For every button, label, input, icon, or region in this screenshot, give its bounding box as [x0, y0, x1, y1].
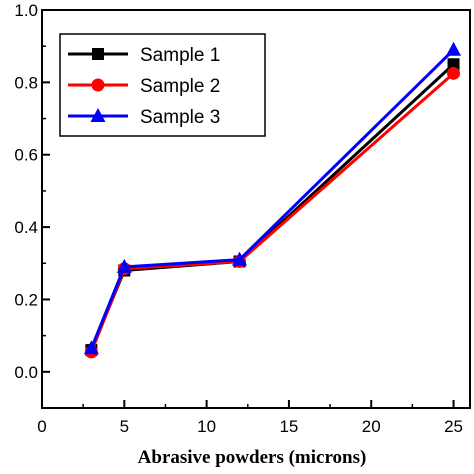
- y-tick-label: 0.0: [14, 363, 38, 382]
- y-tick-label: 0.4: [14, 218, 38, 237]
- data-point: [232, 251, 248, 266]
- legend-label: Sample 2: [140, 76, 220, 97]
- x-tick-label: 15: [279, 417, 298, 436]
- series-layer: [83, 41, 462, 359]
- x-tick-label: 25: [444, 417, 463, 436]
- y-axis: 0.0 0.2 0.4 0.6 0.8 1.0: [14, 1, 50, 382]
- legend-marker: [90, 108, 106, 122]
- legend: Sample 1 Sample 2 Sample 3: [59, 33, 266, 137]
- data-point: [83, 340, 99, 355]
- series-3: [83, 41, 462, 355]
- plot-frame: [41, 9, 471, 409]
- legend-label: Sample 1: [140, 45, 220, 66]
- plot-border: [41, 9, 471, 409]
- legend-marker: [91, 78, 105, 92]
- x-tick-label: 10: [197, 417, 216, 436]
- x-axis-title: Abrasive powders (microns): [138, 447, 367, 468]
- data-point: [447, 58, 460, 71]
- data-point: [446, 41, 462, 56]
- legend-label: Sample 3: [140, 107, 220, 128]
- y-tick-label: 1.0: [14, 1, 38, 20]
- series-line: [89, 48, 455, 349]
- x-tick-label: 5: [120, 417, 129, 436]
- x-tick-label: 0: [37, 417, 46, 436]
- y-tick-label: 0.6: [14, 146, 38, 165]
- data-point: [447, 66, 461, 80]
- x-tick-label: 20: [362, 417, 381, 436]
- x-axis: 0 5 10 15 20 25: [37, 400, 463, 436]
- legend-marker: [92, 48, 104, 60]
- y-tick-label: 0.8: [14, 73, 38, 92]
- data-point: [116, 258, 132, 273]
- y-tick-label: 0.2: [14, 290, 38, 309]
